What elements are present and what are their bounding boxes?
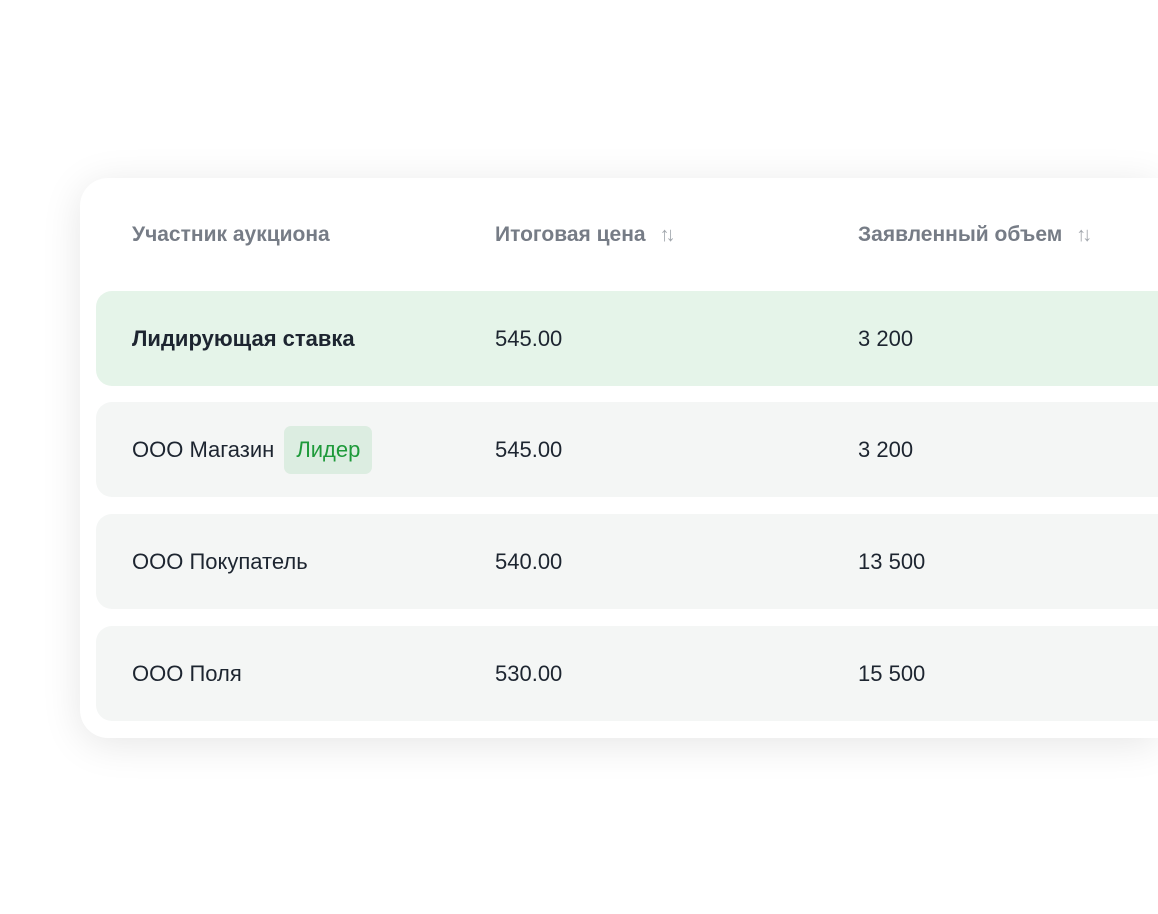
table-row[interactable]: ООО Магазин Лидер 545.00 3 200 bbox=[96, 402, 1158, 497]
column-header-volume[interactable]: Заявленный объем ↑↓ bbox=[858, 222, 1092, 248]
volume-cell: 15 500 bbox=[858, 660, 926, 686]
header-label: Заявленный объем bbox=[858, 223, 1063, 246]
participant-cell: Лидирующая ставка bbox=[132, 325, 355, 351]
price-cell: 540.00 bbox=[495, 548, 563, 574]
column-header-price[interactable]: Итоговая цена ↑↓ bbox=[495, 222, 676, 248]
participant-name: ООО Магазин bbox=[132, 436, 275, 462]
price-cell: 545.00 bbox=[495, 325, 563, 351]
header-label: Участник аукциона bbox=[132, 223, 330, 246]
volume-cell: 3 200 bbox=[858, 325, 914, 351]
header-label: Итоговая цена bbox=[495, 223, 646, 246]
price-cell: 530.00 bbox=[495, 660, 563, 686]
volume-cell: 3 200 bbox=[858, 436, 914, 462]
participant-cell: ООО Поля bbox=[132, 660, 242, 686]
table-row[interactable]: ООО Поля 530.00 15 500 bbox=[96, 626, 1158, 721]
sort-arrows-icon[interactable]: ↑↓ bbox=[1076, 223, 1092, 246]
leader-badge: Лидер bbox=[284, 425, 373, 474]
table-row[interactable]: ООО Покупатель 540.00 13 500 bbox=[96, 514, 1158, 609]
participant-cell: ООО Покупатель bbox=[132, 548, 308, 574]
price-cell: 545.00 bbox=[495, 436, 563, 462]
volume-cell: 13 500 bbox=[858, 548, 926, 574]
table-row-leading-bid: Лидирующая ставка 545.00 3 200 bbox=[96, 291, 1158, 386]
column-header-participant: Участник аукциона bbox=[132, 222, 330, 248]
sort-arrows-icon[interactable]: ↑↓ bbox=[659, 223, 676, 246]
participant-cell: ООО Магазин Лидер bbox=[132, 402, 373, 497]
